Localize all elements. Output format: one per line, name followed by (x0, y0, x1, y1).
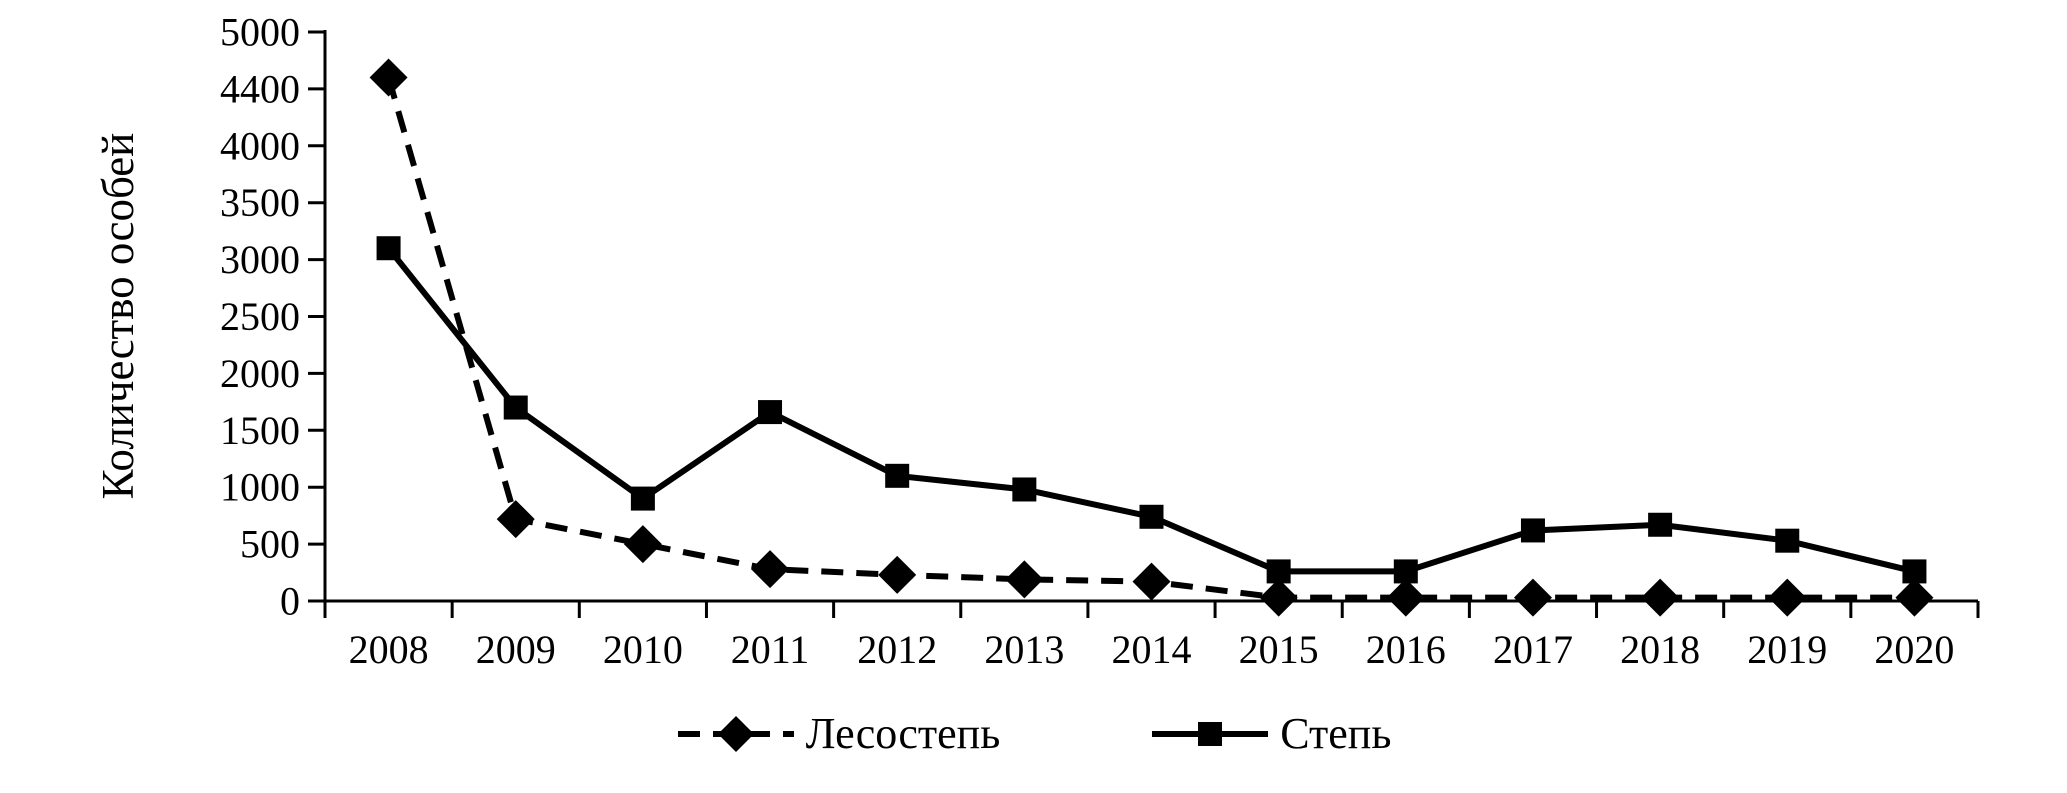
data-point-diamond (878, 555, 917, 594)
chart-legend: Лесостепь Степь (0, 712, 2067, 756)
data-point-square (1775, 528, 1800, 553)
y-tick-label: 4000 (220, 123, 300, 168)
data-point-square (630, 486, 655, 511)
data-point-square (503, 395, 528, 420)
data-point-square (1139, 504, 1164, 529)
legend-item-step: Степь (1150, 712, 1391, 756)
data-point-diamond (1641, 578, 1680, 617)
data-point-diamond (1005, 560, 1044, 599)
legend-label: Лесостепь (805, 709, 1001, 758)
y-tick-label: 1500 (220, 408, 300, 453)
x-tick-label: 2019 (1747, 627, 1827, 672)
y-tick-label: 3500 (220, 180, 300, 225)
data-point-diamond (1768, 578, 1807, 617)
data-point-square (885, 463, 910, 488)
y-tick-label: 2000 (220, 351, 300, 396)
data-point-square (376, 236, 401, 261)
y-tick-label: 2500 (220, 294, 300, 339)
dashed-diamond-legend-sample-icon (677, 716, 794, 752)
x-tick-label: 2014 (1112, 627, 1192, 672)
x-tick-label: 2020 (1874, 627, 1954, 672)
x-tick-label: 2012 (857, 627, 937, 672)
legend-label: Степь (1280, 709, 1392, 758)
y-tick-label: 3000 (220, 237, 300, 282)
data-point-square (758, 400, 783, 425)
y-tick-label: 500 (240, 522, 300, 567)
y-tick-label: 5000 (220, 10, 300, 55)
y-tick-label: 1000 (220, 465, 300, 510)
data-point-diamond (496, 500, 535, 539)
data-point-diamond (623, 525, 662, 564)
y-tick-label: 0 (280, 579, 300, 624)
data-point-diamond (1259, 578, 1298, 617)
x-tick-label: 2016 (1366, 627, 1446, 672)
plot-area: 0 500 1000 1500 2000 2500 3000 3500 4000 4400 5000… (220, 10, 1980, 672)
data-point-diamond (369, 58, 408, 97)
x-tick-label: 2010 (603, 627, 683, 672)
solid-square-legend-sample-icon (1152, 722, 1269, 746)
data-point-diamond (1132, 562, 1171, 601)
x-tick-label: 2017 (1493, 627, 1573, 672)
x-tick-label: 2009 (476, 627, 556, 672)
x-tick-label: 2011 (731, 627, 810, 672)
data-point-square (1012, 477, 1037, 502)
legend-item-lesostep: Лесостепь (676, 709, 1001, 758)
x-tick-label: 2008 (349, 627, 429, 672)
x-tick-label: 2015 (1239, 627, 1319, 672)
data-point-diamond (1513, 578, 1552, 617)
data-point-diamond (751, 550, 790, 589)
data-point-square (1520, 518, 1545, 543)
x-tick-label: 2013 (984, 627, 1064, 672)
y-axis-title: Количество особей (93, 133, 143, 500)
data-point-square (1648, 512, 1673, 537)
data-point-diamond (1386, 578, 1425, 617)
x-tick-label: 2018 (1620, 627, 1700, 672)
data-point-diamond (1895, 578, 1934, 617)
y-tick-label: 4400 (220, 66, 300, 111)
